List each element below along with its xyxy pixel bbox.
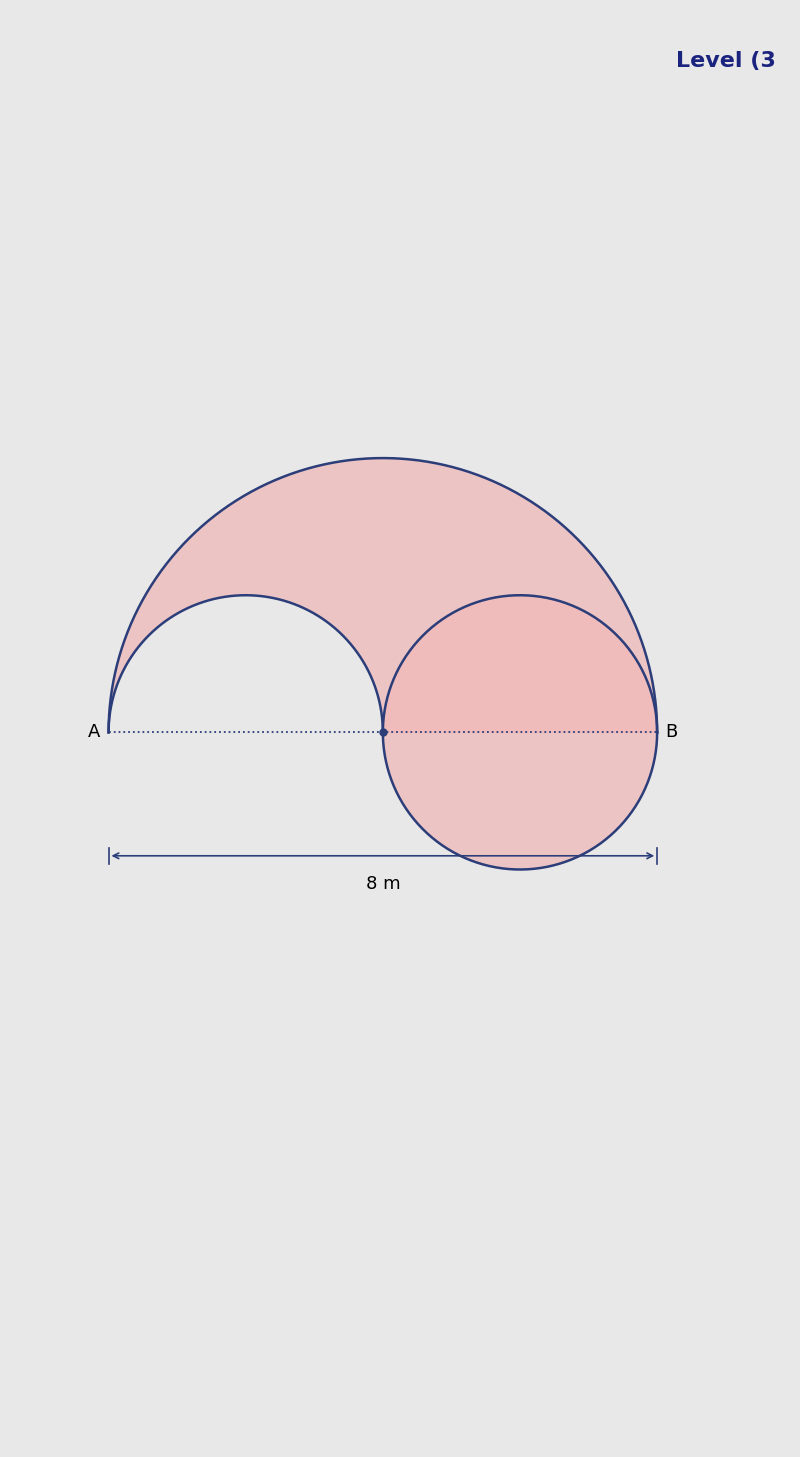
Polygon shape [109,596,383,733]
Polygon shape [383,596,657,870]
Text: Level (3: Level (3 [676,51,776,71]
Text: A: A [88,723,100,742]
Text: 8 m: 8 m [366,876,400,893]
Text: B: B [666,723,678,742]
Polygon shape [109,457,657,733]
